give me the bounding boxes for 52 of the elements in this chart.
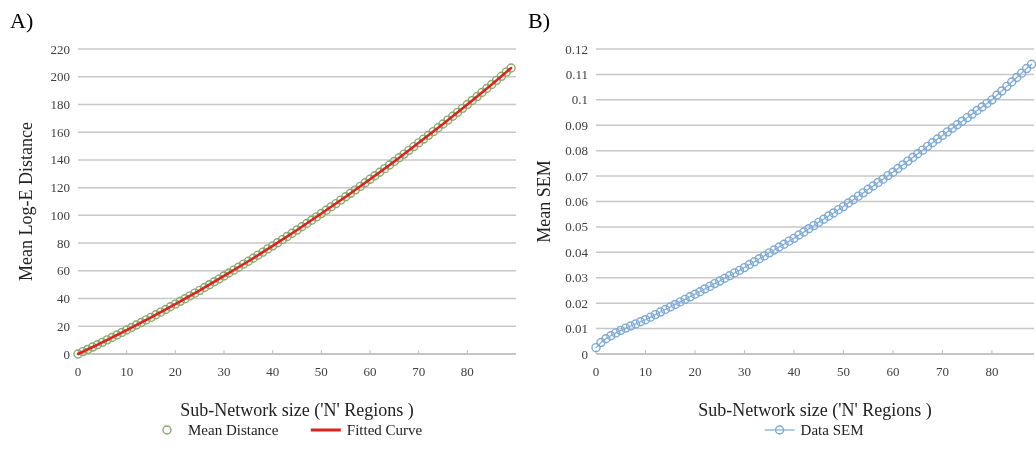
x-tick-label: 30	[737, 364, 751, 379]
x-tick-label: 20	[688, 364, 702, 379]
x-tick-label: 0	[74, 364, 82, 379]
x-tick-label: 10	[120, 364, 134, 379]
x-tick-label: 20	[168, 364, 182, 379]
x-axis-title: Sub-Network size ('N' Regions )	[698, 400, 932, 421]
x-tick-label: 80	[985, 364, 999, 379]
y-tick-label: 40	[57, 291, 70, 307]
y-tick-label: 0.04	[565, 244, 589, 260]
x-tick-label: 40	[787, 364, 801, 379]
y-tick-label: 0.08	[565, 143, 588, 159]
y-tick-label: 0.07	[565, 168, 589, 184]
y-tick-label: 0	[581, 346, 588, 362]
x-tick-label: 50	[314, 364, 328, 379]
y-tick-label: 200	[50, 69, 70, 85]
x-axis-title: Sub-Network size ('N' Regions )	[180, 400, 414, 421]
y-tick-label: 20	[57, 318, 70, 334]
x-tick-label: 30	[217, 364, 231, 379]
y-tick-label: 0.02	[565, 295, 588, 311]
legend-label: Mean Distance	[188, 422, 279, 438]
y-tick-label: 140	[50, 152, 70, 168]
chart-title: A)	[10, 8, 34, 33]
x-tick-label: 50	[836, 364, 850, 379]
x-tick-label: 0	[592, 364, 600, 379]
y-tick-label: 80	[57, 235, 70, 251]
y-tick-label: 220	[50, 41, 70, 57]
y-tick-label: 0.09	[565, 117, 588, 133]
chart-title: B)	[528, 8, 550, 33]
y-axis-title: Mean Log-E Distance	[16, 122, 36, 281]
x-tick-label: 10	[638, 364, 652, 379]
y-tick-label: 60	[57, 263, 70, 279]
y-tick-label: 0.11	[565, 66, 588, 82]
y-axis-title: Mean SEM	[534, 160, 554, 243]
y-tick-label: 0.01	[565, 321, 588, 337]
y-tick-label: 120	[50, 180, 70, 196]
y-tick-label: 0	[63, 346, 70, 362]
legend-label: Fitted Curve	[346, 422, 423, 438]
x-tick-label: 40	[266, 364, 280, 379]
x-tick-label: 80	[460, 364, 474, 379]
y-tick-label: 0.1	[571, 92, 588, 108]
y-tick-label: 0.03	[565, 270, 588, 286]
y-tick-label: 0.05	[565, 219, 588, 235]
y-tick-label: 160	[50, 124, 70, 140]
x-tick-label: 70	[935, 364, 949, 379]
legend-label: Data SEM	[800, 422, 864, 438]
x-tick-label: 60	[363, 364, 377, 379]
y-tick-label: 100	[50, 207, 70, 223]
x-tick-label: 60	[886, 364, 900, 379]
y-tick-label: 180	[50, 96, 70, 112]
x-tick-label: 70	[412, 364, 426, 379]
y-tick-label: 0.12	[565, 41, 588, 57]
y-tick-label: 0.06	[565, 194, 589, 209]
